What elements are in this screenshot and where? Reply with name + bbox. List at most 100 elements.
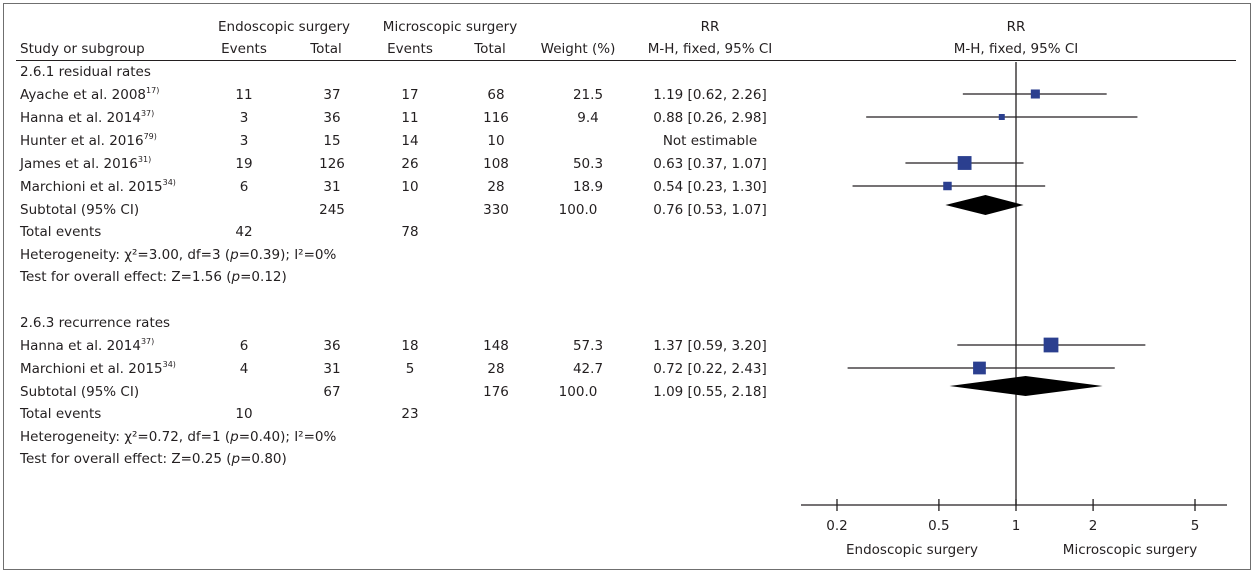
events2-header: Events [387,41,433,57]
events2-cell: 10 [401,179,419,195]
total2-cell: 116 [483,110,509,126]
total-events-label: Total events [20,406,102,422]
total1-cell: 36 [323,110,341,126]
study-point-square [1043,337,1059,353]
x-tick-label: 2 [1089,518,1098,534]
weight-cell: 42.7 [572,361,604,377]
x-tick-label: 5 [1191,518,1200,534]
total2-cell: 28 [487,179,505,195]
study-name: Hanna et al. 201437) [20,109,155,127]
weight-cell: 9.4 [577,110,599,126]
study-name: Marchioni et al. 201534) [20,360,176,378]
total2-cell: 68 [487,87,505,103]
events2-cell: 26 [401,156,419,172]
rr-header-left: RR [700,19,720,35]
rr-ci-cell: 0.54 [0.23, 1.30] [653,179,767,195]
subtotal-total1: 67 [323,384,341,400]
overall-effect-text: Test for overall effect: Z=0.25 (p=0.80) [20,451,287,467]
weight-cell: 21.5 [572,87,604,103]
total2-header: Total [474,41,506,57]
study-column-header: Study or subgroup [20,41,145,57]
subtotal-label: Subtotal (95% CI) [20,384,140,400]
pooled-diamond [945,195,1024,215]
group1-header: Endoscopic surgery [218,19,350,35]
rr-header-right: RR [1006,19,1026,35]
heterogeneity-text: Heterogeneity: χ²=3.00, df=3 (p=0.39); I… [20,247,337,263]
weight-cell: 57.3 [572,338,604,354]
events1-cell: 11 [235,87,253,103]
events1-cell: 19 [235,156,253,172]
events1-cell: 6 [239,338,249,354]
study-name: James et al. 201631) [20,155,152,173]
total1-cell: 15 [323,133,341,149]
events1-cell: 4 [239,361,249,377]
events2-cell: 11 [401,110,419,126]
study-point-square [957,156,972,170]
events1-cell: 6 [239,179,249,195]
total1-cell: 36 [323,338,341,354]
group2-header: Microscopic surgery [382,19,518,35]
total-events-label: Total events [20,224,102,240]
group-title: 2.6.1 residual rates [20,64,151,80]
subtotal-label: Subtotal (95% CI) [20,202,140,218]
events2-cell: 5 [405,361,415,377]
total2-cell: 28 [487,361,505,377]
x-tick-label: 1 [1012,518,1021,534]
events2-cell: 18 [401,338,419,354]
study-name: Hanna et al. 201437) [20,337,155,355]
rr-ci-cell: Not estimable [662,133,758,149]
rr-method-right: M-H, fixed, 95% CI [953,41,1079,57]
subtotal-weight: 100.0 [558,384,598,400]
total-events1: 42 [235,224,253,240]
subtotal-total2: 176 [483,384,509,400]
study-point-square [998,114,1005,120]
weight-cell: 50.3 [572,156,604,172]
rr-ci-cell: 1.37 [0.59, 3.20] [653,338,767,354]
rr-ci-cell: 0.88 [0.26, 2.98] [653,110,767,126]
x-label-right: Microscopic surgery [1063,542,1197,558]
events2-cell: 17 [401,87,419,103]
study-point-square [1030,89,1040,99]
overall-effect-text: Test for overall effect: Z=1.56 (p=0.12) [20,269,287,285]
total2-cell: 148 [483,338,509,354]
total1-cell: 31 [323,361,341,377]
subtotal-rr-ci: 1.09 [0.55, 2.18] [653,384,767,400]
weight-header: Weight (%) [540,41,616,57]
group-title: 2.6.3 recurrence rates [20,315,171,331]
figure-frame [3,3,1251,570]
total1-cell: 31 [323,179,341,195]
study-name: Hunter et al. 201679) [20,132,157,150]
x-tick-label: 0.5 [928,518,949,534]
subtotal-weight: 100.0 [558,202,598,218]
x-tick-label: 0.2 [826,518,847,534]
total2-cell: 10 [487,133,505,149]
subtotal-rr-ci: 0.76 [0.53, 1.07] [653,202,767,218]
events1-cell: 3 [239,133,249,149]
total1-cell: 126 [319,156,345,172]
total-events2: 78 [401,224,419,240]
total1-header: Total [310,41,342,57]
total2-cell: 108 [483,156,509,172]
study-point-square [973,361,986,375]
study-name: Ayache et al. 200817) [20,86,160,104]
rr-method-left: M-H, fixed, 95% CI [647,41,773,57]
rr-ci-cell: 0.63 [0.37, 1.07] [653,156,767,172]
events1-cell: 3 [239,110,249,126]
events1-header: Events [221,41,267,57]
study-name: Marchioni et al. 201534) [20,178,176,196]
study-point-square [943,181,952,191]
pooled-diamond [949,376,1103,396]
heterogeneity-text: Heterogeneity: χ²=0.72, df=1 (p=0.40); I… [20,429,337,445]
rr-ci-cell: 1.19 [0.62, 2.26] [653,87,767,103]
subtotal-total1: 245 [319,202,345,218]
total-events2: 23 [401,406,419,422]
events2-cell: 14 [401,133,419,149]
total-events1: 10 [235,406,253,422]
header-rule [16,60,1236,61]
weight-cell: 18.9 [572,179,604,195]
subtotal-total2: 330 [483,202,509,218]
total1-cell: 37 [323,87,341,103]
x-label-left: Endoscopic surgery [846,542,978,558]
rr-ci-cell: 0.72 [0.22, 2.43] [653,361,767,377]
